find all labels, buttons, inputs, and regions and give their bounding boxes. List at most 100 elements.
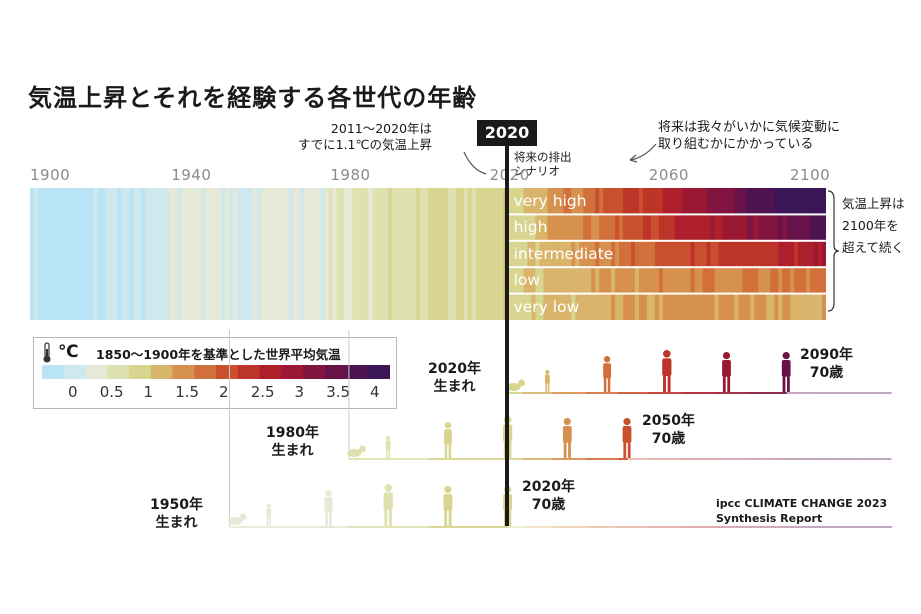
generation-timeline-segment	[325, 526, 329, 528]
scenario-stripe	[623, 240, 628, 268]
scenario-stripe	[531, 267, 536, 294]
generation-timeline-segment	[606, 392, 610, 394]
scenario-stripe	[599, 240, 604, 268]
scenario-stripe	[583, 240, 588, 268]
historical-stripe	[288, 188, 294, 320]
scenario-stripe	[535, 214, 540, 241]
generation-timeline-segment	[658, 526, 662, 528]
generation-timeline-segment	[486, 458, 490, 460]
scenario-stripe	[579, 293, 584, 320]
generation-timeline-segment	[708, 392, 712, 394]
scenario-stripe	[666, 240, 672, 268]
generation-timeline-segment	[595, 526, 599, 528]
generation-timeline-segment	[420, 458, 424, 460]
scenario-stripe	[507, 267, 512, 294]
historical-stripe	[483, 188, 489, 320]
historical-stripe	[272, 188, 278, 320]
generation-timeline-segment	[838, 526, 842, 528]
historical-stripe	[471, 188, 477, 320]
scenario-stripe	[611, 240, 616, 268]
generation-timeline-segment	[864, 392, 868, 394]
generation-timeline-segment	[526, 526, 530, 528]
generation-timeline-segment	[624, 392, 628, 394]
generation-timeline-segment	[873, 392, 877, 394]
generation-timeline-segment	[753, 458, 757, 460]
generation-timeline-segment	[861, 392, 865, 394]
generation-timeline-segment	[610, 526, 614, 528]
generation-timeline-segment	[528, 392, 532, 394]
generation-timeline-segment	[463, 526, 467, 528]
legend-color-swatch	[85, 365, 108, 379]
generation-timeline-segment	[268, 526, 272, 528]
generation-timeline-segment	[715, 526, 719, 528]
generation-timeline-segment	[813, 458, 817, 460]
generation-timeline-segment	[639, 458, 643, 460]
scenario-stripe	[746, 267, 751, 294]
generation-timeline-segment	[574, 526, 578, 528]
scenario-stripe	[814, 214, 819, 241]
generation-timeline-segment	[703, 526, 707, 528]
generation-timeline-segment	[786, 392, 790, 394]
generation-timeline-segment	[456, 458, 460, 460]
scenario-stripe	[694, 293, 700, 320]
scenario-stripe	[670, 267, 676, 294]
scenario-stripe	[702, 214, 707, 241]
scenario-stripe	[794, 214, 799, 241]
generation-timeline-segment	[657, 392, 661, 394]
legend-color-swatch	[368, 365, 390, 379]
scenario-stripe	[730, 293, 735, 320]
scenario-stripe	[774, 240, 779, 268]
generation-timeline-segment	[496, 526, 500, 528]
scenario-stripe	[634, 267, 640, 294]
scenario-stripe	[750, 267, 755, 294]
generation-timeline-segment	[628, 526, 632, 528]
historical-stripe	[65, 188, 71, 320]
generation-timeline-segment	[298, 526, 302, 528]
legend-color-swatch	[172, 365, 195, 379]
scenario-stripe	[706, 267, 711, 294]
person-icon	[544, 370, 550, 392]
generation-timeline-segment	[855, 458, 859, 460]
generation-timeline-segment	[774, 392, 778, 394]
historical-stripe	[97, 188, 103, 320]
scenario-stripe	[710, 267, 715, 294]
scenario-stripe	[758, 267, 763, 294]
historical-stripe	[276, 188, 282, 320]
gen-1950-age-year: 2020年	[522, 479, 575, 495]
past-note-line1: 2011～2020年は	[330, 121, 433, 136]
historical-stripe	[264, 188, 270, 320]
scenario-stripe	[599, 293, 604, 320]
legend-color-swatch	[107, 365, 130, 379]
generation-timeline-segment	[853, 526, 857, 528]
generation-timeline-segment	[607, 526, 611, 528]
scenario-stripe	[646, 240, 652, 268]
scenario-stripe	[694, 267, 700, 294]
scenario-stripe	[511, 214, 516, 241]
past-warming-note: 2011～2020年は すでに1.1℃の気温上昇	[298, 121, 432, 153]
scenario-stripe	[666, 188, 672, 215]
scenario-stripe	[774, 267, 779, 294]
generation-timeline-segment	[369, 458, 373, 460]
scenario-stripe	[599, 188, 604, 215]
gen-2020-age-label: 2090年 70歳	[800, 346, 853, 382]
historical-stripe	[316, 188, 321, 320]
generation-timeline-segment	[825, 392, 829, 394]
generation-timeline-segment	[822, 458, 826, 460]
legend-tick-label: 3	[294, 383, 305, 401]
generation-timeline-segment	[870, 458, 874, 460]
generation-timeline-segment	[693, 458, 697, 460]
generation-timeline-segment	[615, 458, 619, 460]
scenario-stripe	[551, 267, 556, 294]
generation-timeline-segment	[793, 526, 797, 528]
generation-timeline-segment	[354, 458, 358, 460]
generation-timeline-segment	[717, 458, 721, 460]
generation-timeline-segment	[708, 458, 712, 460]
gen-1950-age-text: 70歳	[531, 497, 566, 513]
generation-timeline-segment	[378, 458, 382, 460]
generation-timeline-segment	[621, 458, 625, 460]
generation-timeline-segment	[358, 526, 362, 528]
generation-timeline-segment	[528, 458, 532, 460]
scenario-stripe	[535, 293, 540, 320]
scenario-stripe	[690, 293, 696, 320]
scenario-stripe	[718, 293, 723, 320]
